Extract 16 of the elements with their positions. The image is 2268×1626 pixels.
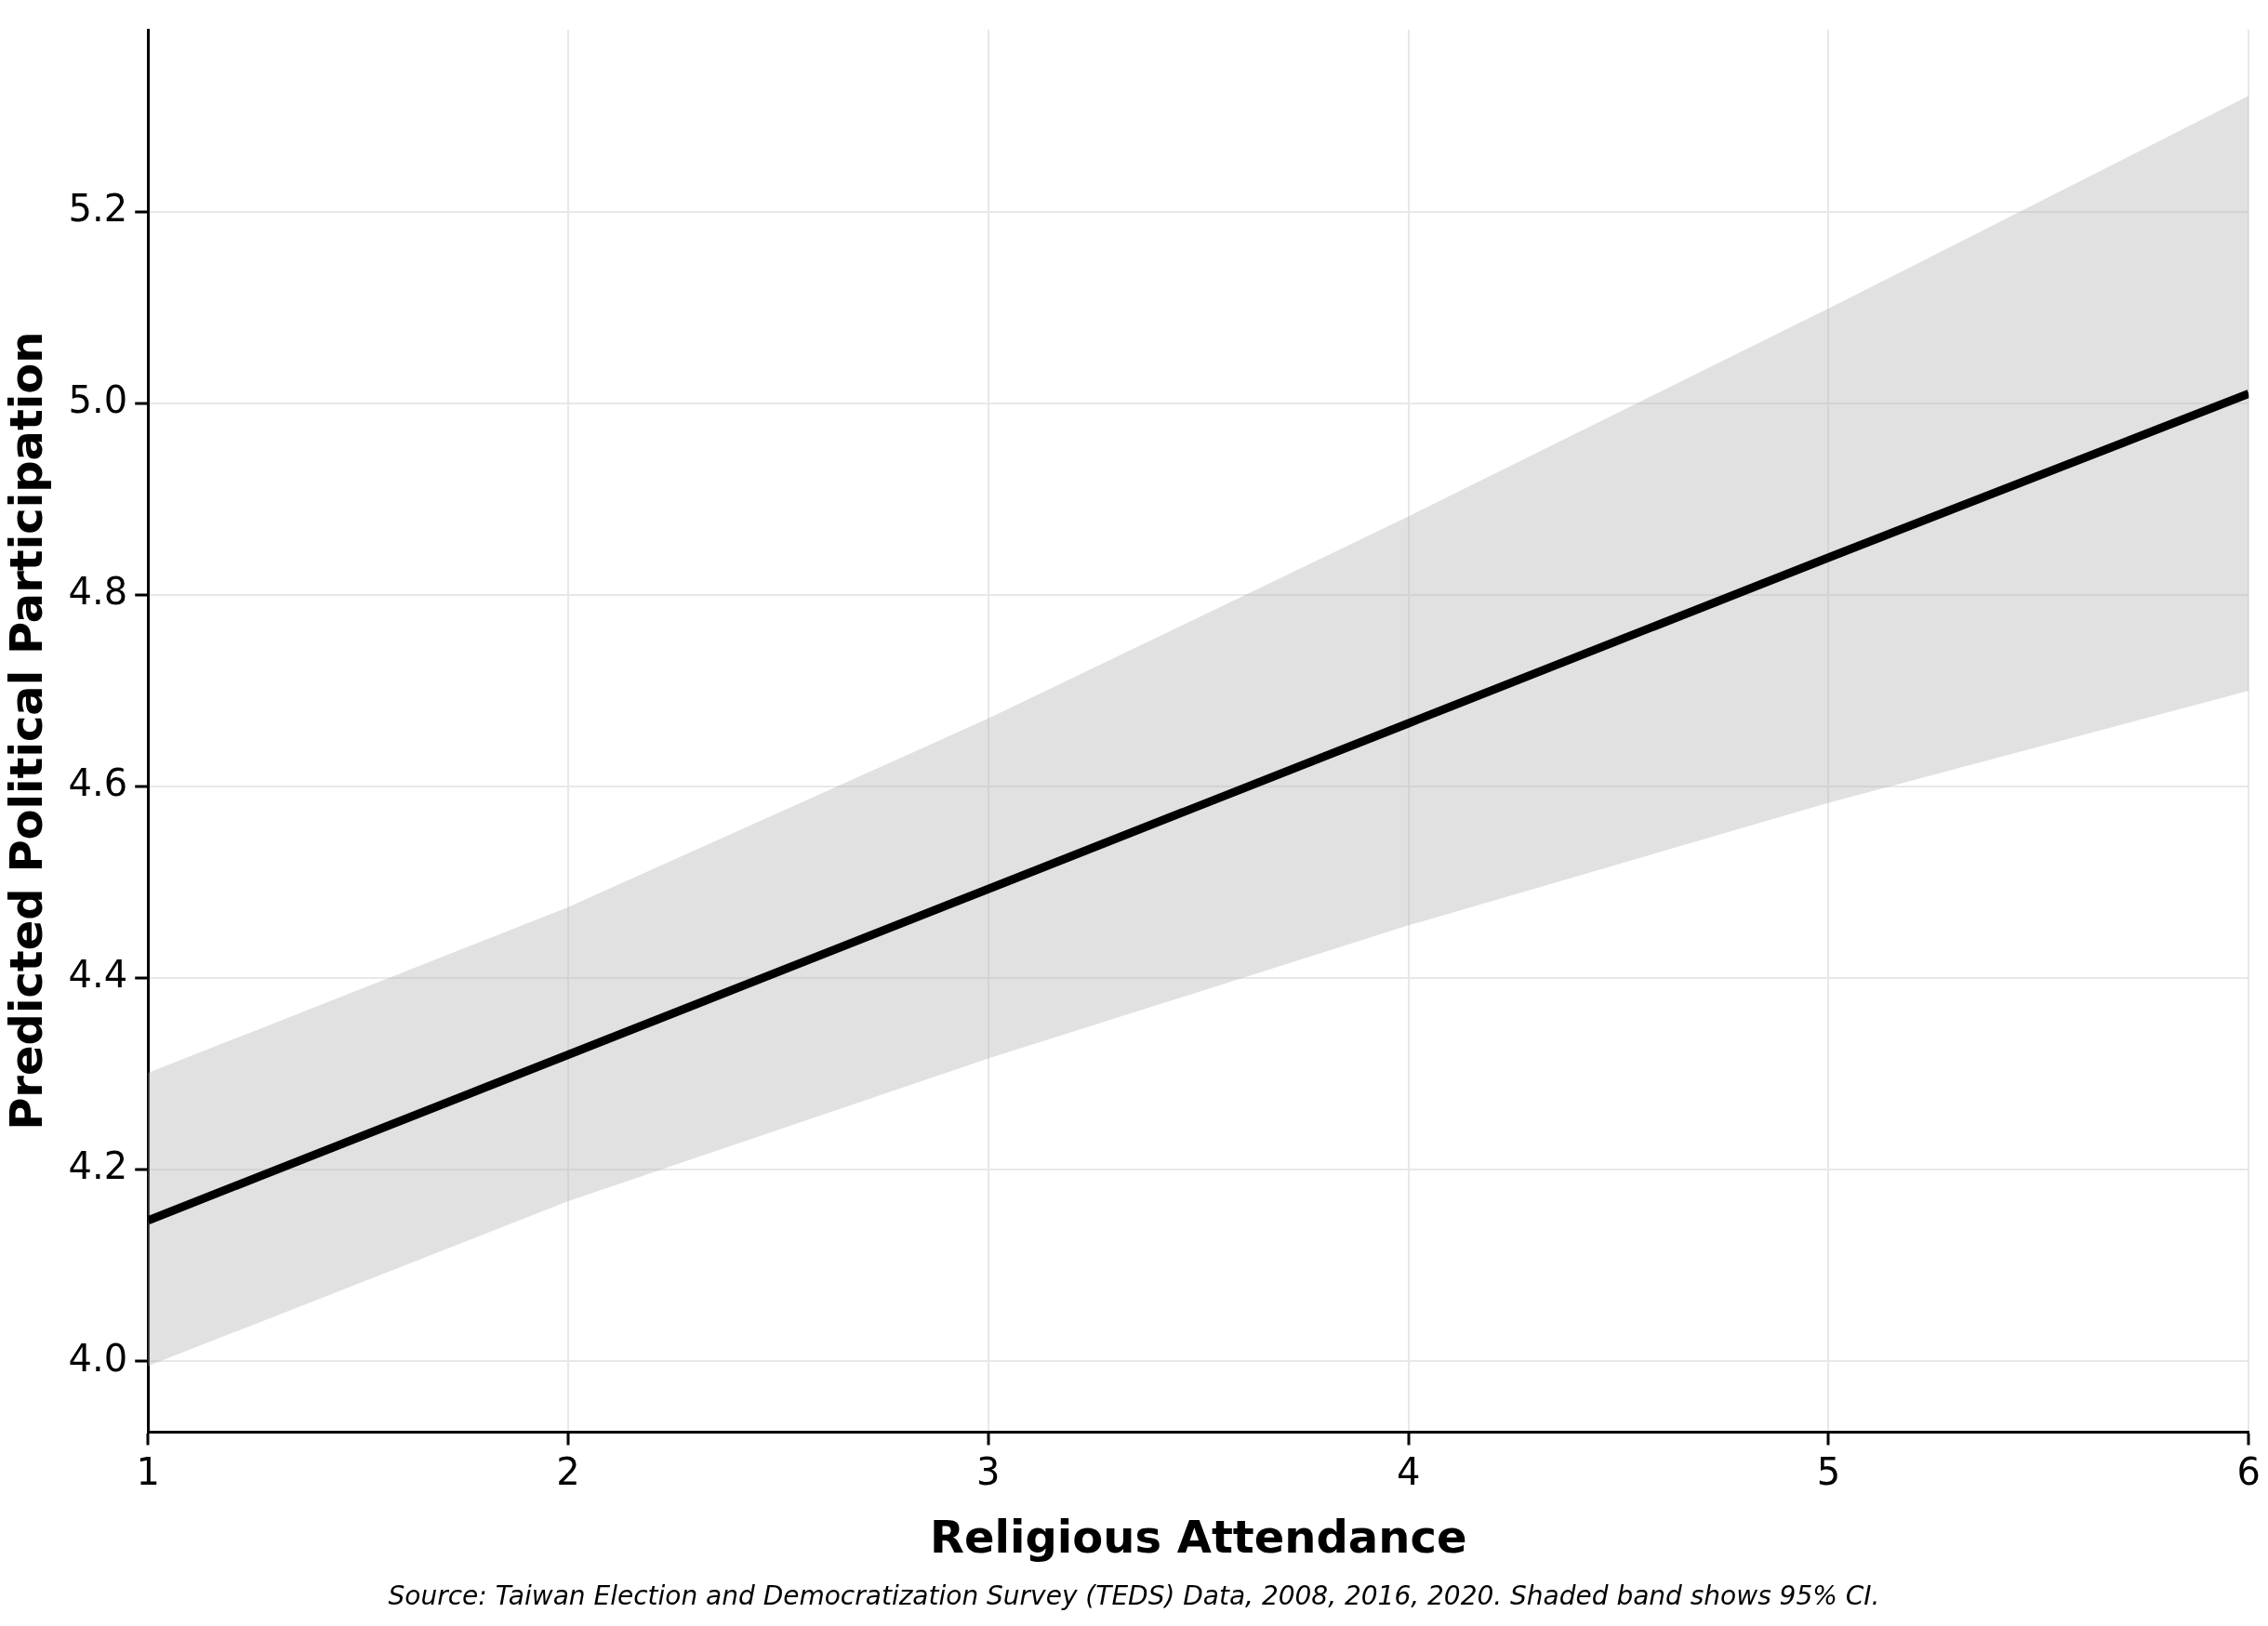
y-tick-label: 4.6 <box>68 761 128 805</box>
y-tick-label: 5.0 <box>68 378 128 422</box>
source-note: Source: Taiwan Election and Democratization Survey (TEDS) Data, 2008, 2016, 2020. Shaded band shows 95% CI. <box>387 1580 1881 1611</box>
x-tick-label: 3 <box>976 1449 1001 1493</box>
y-tick-label: 4.8 <box>68 570 128 614</box>
x-axis-title: Religious Attendance <box>930 1510 1467 1563</box>
x-tick-label: 2 <box>556 1449 580 1493</box>
x-tick-label: 4 <box>1396 1449 1421 1493</box>
x-tick-label: 5 <box>1816 1449 1841 1493</box>
x-tick-label: 1 <box>136 1449 160 1493</box>
x-tick-label: 6 <box>2236 1449 2261 1493</box>
y-tick-label: 4.2 <box>68 1144 128 1188</box>
y-axis-title: Predicted Political Participation <box>0 331 53 1130</box>
y-tick-label: 4.4 <box>68 953 128 997</box>
y-tick-label: 4.0 <box>68 1336 128 1380</box>
y-tick-label: 5.2 <box>68 187 128 231</box>
